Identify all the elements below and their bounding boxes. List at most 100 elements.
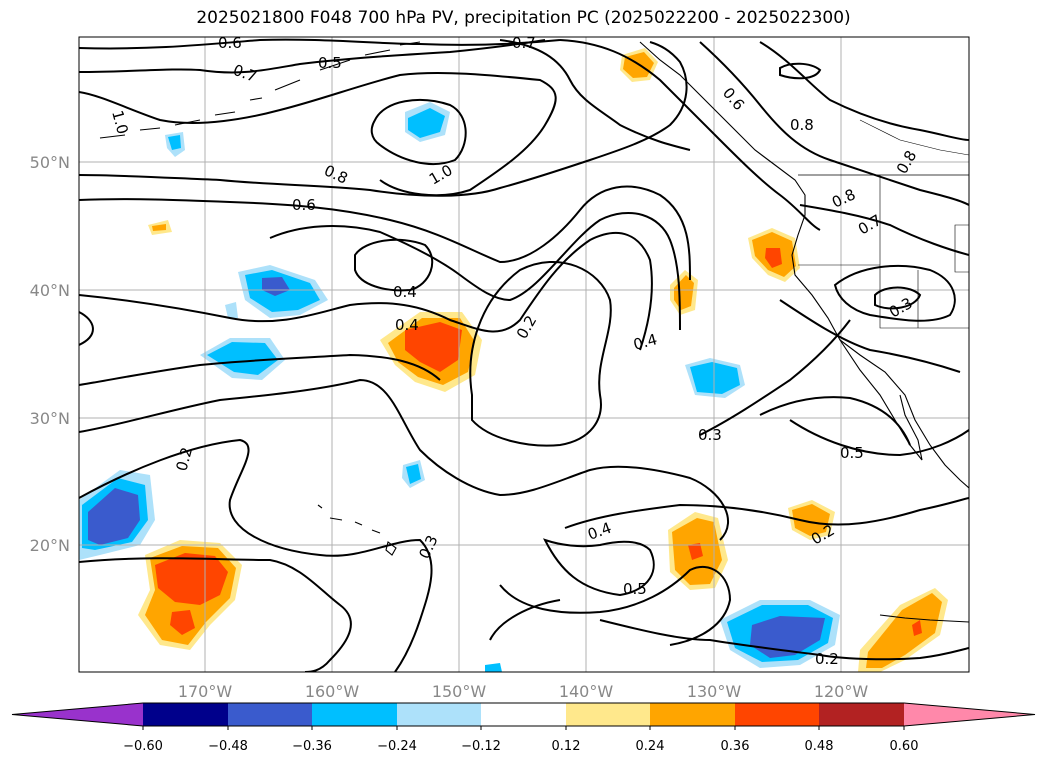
contour-label: 0.8 bbox=[790, 116, 814, 134]
colorbar-tick-label: −0.60 bbox=[123, 739, 163, 754]
pv-contour bbox=[543, 538, 655, 597]
pv-contour bbox=[469, 261, 612, 447]
lon-label: 150°W bbox=[432, 682, 487, 701]
lat-label: 20°N bbox=[30, 536, 70, 555]
lon-label: 160°W bbox=[305, 682, 360, 701]
colorbar: −0.60 −0.48 −0.36 −0.24 −0.12 0.12 0.24 … bbox=[11, 702, 1036, 754]
precip-positive-blob bbox=[170, 610, 195, 635]
pv-contour bbox=[699, 319, 851, 436]
pv-contour bbox=[79, 438, 433, 672]
pv-contour bbox=[699, 41, 969, 206]
pv-contour bbox=[833, 264, 956, 322]
colorbar-segment bbox=[228, 703, 312, 726]
colorbar-ticks: −0.60 −0.48 −0.36 −0.24 −0.12 0.12 0.24 … bbox=[123, 739, 918, 754]
precip-shading bbox=[79, 48, 948, 672]
map-area bbox=[79, 37, 969, 672]
pv-contour bbox=[79, 353, 441, 386]
contour-label: 0.5 bbox=[318, 54, 342, 72]
lon-label: 140°W bbox=[559, 682, 614, 701]
colorbar-tick-label: −0.12 bbox=[461, 739, 501, 754]
colorbar-tick-label: −0.24 bbox=[377, 739, 417, 754]
pv-contour bbox=[874, 286, 922, 310]
colorbar-tick-label: 0.12 bbox=[552, 739, 581, 754]
precip-positive-blob bbox=[405, 322, 462, 372]
precip-positive-blob bbox=[792, 504, 830, 536]
contour-label: 0.4 bbox=[395, 316, 419, 334]
colorbar-segment bbox=[143, 703, 228, 726]
contour-label: 0.6 bbox=[218, 34, 242, 52]
contour-label: 0.3 bbox=[698, 426, 722, 444]
pv-contour bbox=[759, 396, 911, 446]
pv-contour bbox=[564, 497, 969, 529]
colorbar-segment bbox=[566, 703, 650, 726]
latitude-labels: 50°N 40°N 30°N 20°N bbox=[30, 153, 70, 555]
colorbar-tick-label: 0.24 bbox=[636, 739, 665, 754]
precip-negative-blob bbox=[88, 488, 140, 545]
contour-label: 0.4 bbox=[393, 283, 417, 301]
pv-contour bbox=[79, 38, 561, 50]
lon-label: 130°W bbox=[687, 682, 742, 701]
colorbar-segment bbox=[819, 703, 904, 726]
contour-label: 0.2 bbox=[172, 445, 196, 473]
pv-contour bbox=[79, 185, 691, 281]
map-frame bbox=[78, 36, 970, 673]
precip-negative-blob bbox=[485, 663, 502, 672]
pv-contour bbox=[799, 204, 969, 256]
colorbar-segments bbox=[11, 702, 1036, 730]
precip-positive-blob bbox=[152, 224, 166, 231]
pv-contour bbox=[354, 238, 434, 292]
colorbar-segment bbox=[312, 703, 397, 726]
map-title: 2025021800 F048 700 hPa PV, precipitatio… bbox=[196, 8, 851, 28]
pv-contour bbox=[779, 299, 961, 373]
contour-label: 0.6 bbox=[292, 196, 316, 214]
precip-negative-blob bbox=[207, 342, 278, 375]
pv-contour bbox=[79, 311, 94, 346]
colorbar-tick-label: −0.36 bbox=[292, 739, 332, 754]
contour-label: 0.4 bbox=[631, 330, 659, 354]
colorbar-segment bbox=[650, 703, 735, 726]
colorbar-segment bbox=[735, 703, 819, 726]
pv-contour bbox=[599, 619, 969, 661]
lon-label: 170°W bbox=[178, 682, 233, 701]
precip-positive-blob bbox=[765, 248, 782, 268]
pv-contour bbox=[79, 557, 352, 672]
colorbar-tick-label: 0.48 bbox=[805, 739, 834, 754]
hawaii-islands bbox=[317, 504, 397, 556]
pv-contour bbox=[489, 599, 561, 641]
lat-label: 40°N bbox=[30, 281, 70, 300]
colorbar-segment bbox=[397, 703, 481, 726]
precip-negative-blob bbox=[262, 277, 290, 296]
precip-positive-blob bbox=[866, 593, 942, 668]
lon-label: 120°W bbox=[814, 682, 869, 701]
lat-label: 50°N bbox=[30, 153, 70, 172]
mexico-coast bbox=[879, 614, 969, 623]
north-america-coast bbox=[639, 41, 969, 489]
contour-label: 0.2 bbox=[815, 650, 839, 668]
pv-contour bbox=[789, 419, 969, 457]
precip-positive-blob bbox=[155, 553, 228, 605]
pv-contour bbox=[370, 99, 467, 166]
colorbar-extend-low bbox=[12, 703, 143, 726]
pv-contour bbox=[269, 211, 681, 331]
pv-contour bbox=[559, 39, 821, 231]
pv-contour bbox=[79, 378, 730, 541]
colorbar-tick-label: −0.48 bbox=[208, 739, 248, 754]
pv-contours bbox=[79, 38, 969, 672]
map-gridlines bbox=[79, 37, 969, 672]
precip-negative-blob bbox=[225, 302, 238, 318]
pv-contour bbox=[79, 39, 546, 74]
precip-positive-blob bbox=[688, 543, 703, 560]
colorbar-extend-high bbox=[904, 703, 1035, 726]
pv-contour bbox=[759, 41, 969, 141]
pv-contour bbox=[79, 231, 653, 351]
precip-negative-blob bbox=[168, 135, 181, 150]
canada-interior bbox=[859, 119, 969, 156]
precip-positive-blob bbox=[912, 620, 922, 636]
pv-contour bbox=[499, 565, 732, 646]
contour-label: 0.7 bbox=[512, 34, 536, 52]
longitude-labels: 170°W 160°W 150°W 140°W 130°W 120°W bbox=[178, 682, 869, 701]
colorbar-tick-label: 0.36 bbox=[721, 739, 750, 754]
pv-contour bbox=[779, 62, 822, 80]
precip-negative-blob bbox=[406, 464, 421, 484]
colorbar-tick-label: 0.60 bbox=[890, 739, 919, 754]
